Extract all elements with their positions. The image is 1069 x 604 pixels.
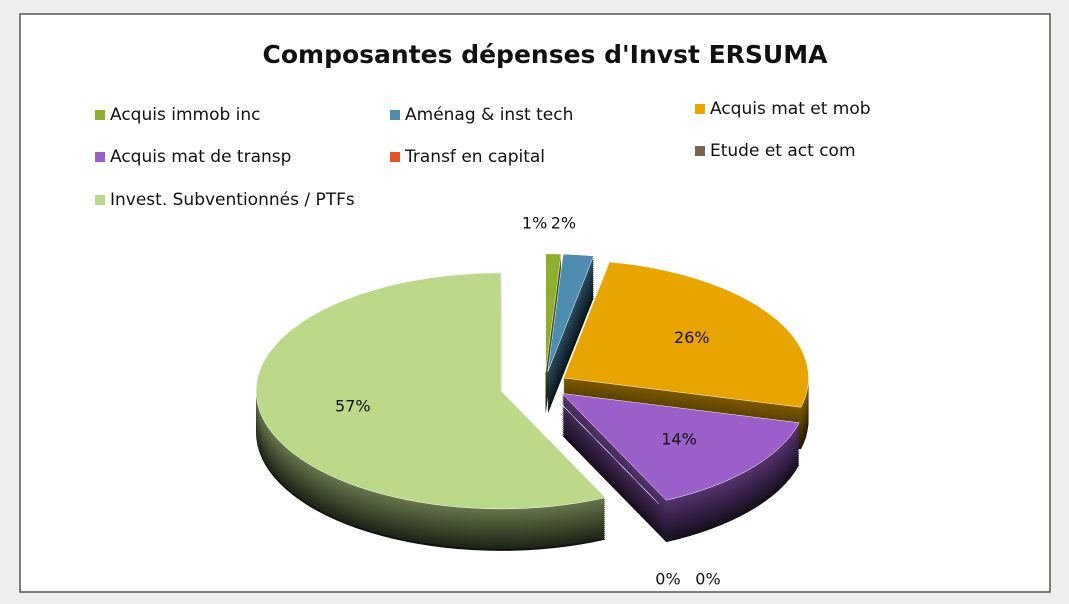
legend-swatch — [695, 104, 705, 114]
data-label: 0% — [695, 570, 720, 589]
slice-side — [547, 258, 594, 376]
data-label: 57% — [335, 396, 371, 415]
legend-label: Invest. Subventionnés / PTFs — [110, 190, 355, 210]
chart-title: Composantes dépenses d'Invst ERSUMA — [263, 40, 829, 69]
legend-swatch — [390, 110, 400, 120]
pie-slice — [563, 261, 809, 408]
pie-slice — [255, 272, 606, 510]
slice-side — [547, 290, 594, 408]
slice-side — [547, 284, 594, 402]
slice-side — [547, 292, 594, 410]
legend-label: Transf en capital — [404, 147, 545, 167]
pie-slice — [554, 396, 659, 504]
legend-label: Acquis immob inc — [110, 105, 261, 125]
data-label: 2% — [551, 213, 576, 232]
slice-side — [547, 280, 594, 398]
legend-swatch — [695, 146, 705, 156]
slice-side — [547, 270, 594, 388]
legend-label: Acquis mat de transp — [110, 147, 291, 167]
slice-side — [547, 266, 594, 384]
pie-slice — [545, 253, 562, 372]
slice-side — [547, 272, 594, 390]
legend-label: Acquis mat et mob — [710, 99, 871, 119]
slice-side — [547, 260, 594, 378]
slice-side — [547, 278, 594, 396]
slice-side — [547, 296, 594, 414]
slice-side — [547, 274, 594, 392]
data-label: 0% — [655, 570, 680, 589]
slice-side — [547, 262, 594, 380]
legend-swatch — [95, 110, 105, 120]
legend-label: Aménag & inst tech — [405, 105, 573, 125]
legend-swatch — [390, 152, 400, 162]
pie-slice — [561, 393, 800, 501]
slice-side — [547, 282, 594, 400]
legend-label: Etude et act com — [710, 141, 856, 161]
slice-side — [547, 264, 594, 382]
data-label: 26% — [674, 328, 710, 347]
data-label: 14% — [661, 430, 697, 449]
slice-side — [547, 288, 594, 406]
pie-slice — [547, 253, 595, 372]
slice-side — [547, 286, 594, 404]
slice-side — [547, 268, 594, 386]
slice-side — [547, 294, 594, 412]
data-label: 1% — [522, 213, 547, 232]
legend-swatch — [95, 195, 105, 205]
slice-side — [547, 276, 594, 394]
legend-swatch — [95, 152, 105, 162]
